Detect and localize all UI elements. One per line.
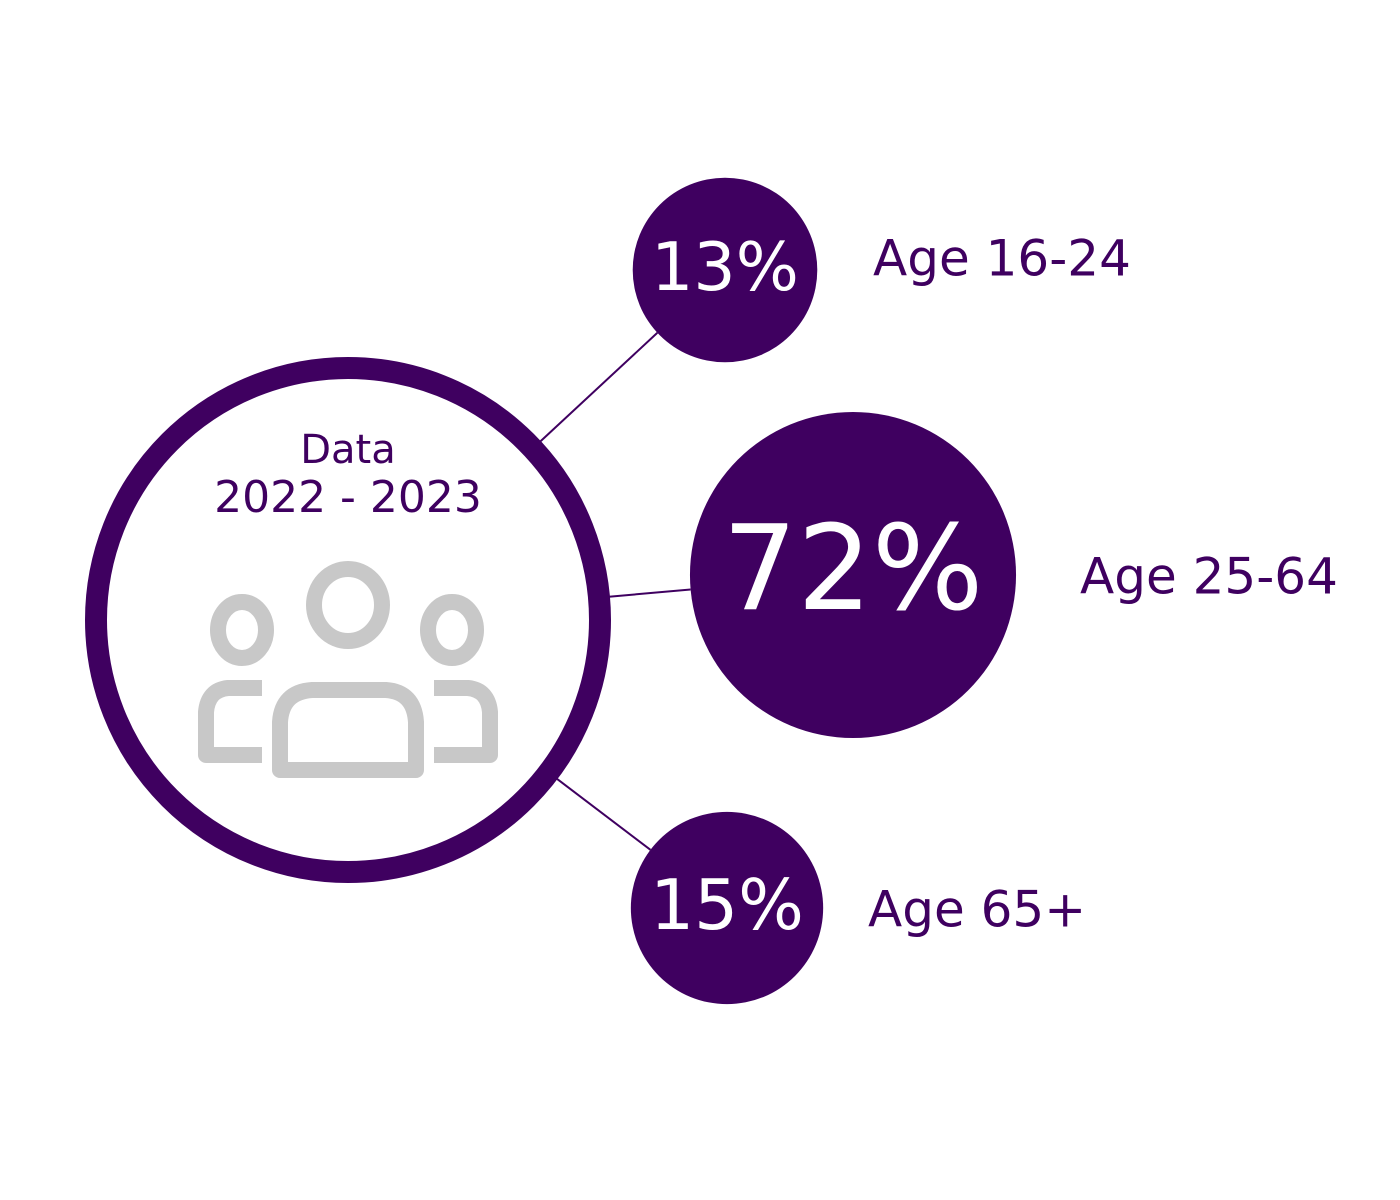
- bubble: [689, 411, 1017, 739]
- people-icon: [198, 561, 498, 778]
- connector: [539, 332, 659, 443]
- value-label: 72%: [723, 500, 984, 637]
- value-label: 13%: [651, 228, 799, 306]
- category-label: Age 25-64: [1080, 548, 1338, 606]
- connector: [556, 777, 652, 851]
- category-label: Age 16-24: [873, 230, 1131, 288]
- value-label: 15%: [650, 866, 804, 946]
- hub-title: Data: [300, 427, 396, 473]
- bubble: [630, 811, 824, 1005]
- bubbles: 13% Age 16-24 72% Age 25-64 15% Age 65+: [630, 177, 1338, 1005]
- hub-ring: [85, 357, 611, 883]
- hub-subtitle: 2022 - 2023: [214, 472, 482, 523]
- bubble: [632, 177, 818, 363]
- connectors: [539, 332, 691, 851]
- connector: [608, 588, 691, 598]
- category-label: Age 65+: [868, 881, 1086, 939]
